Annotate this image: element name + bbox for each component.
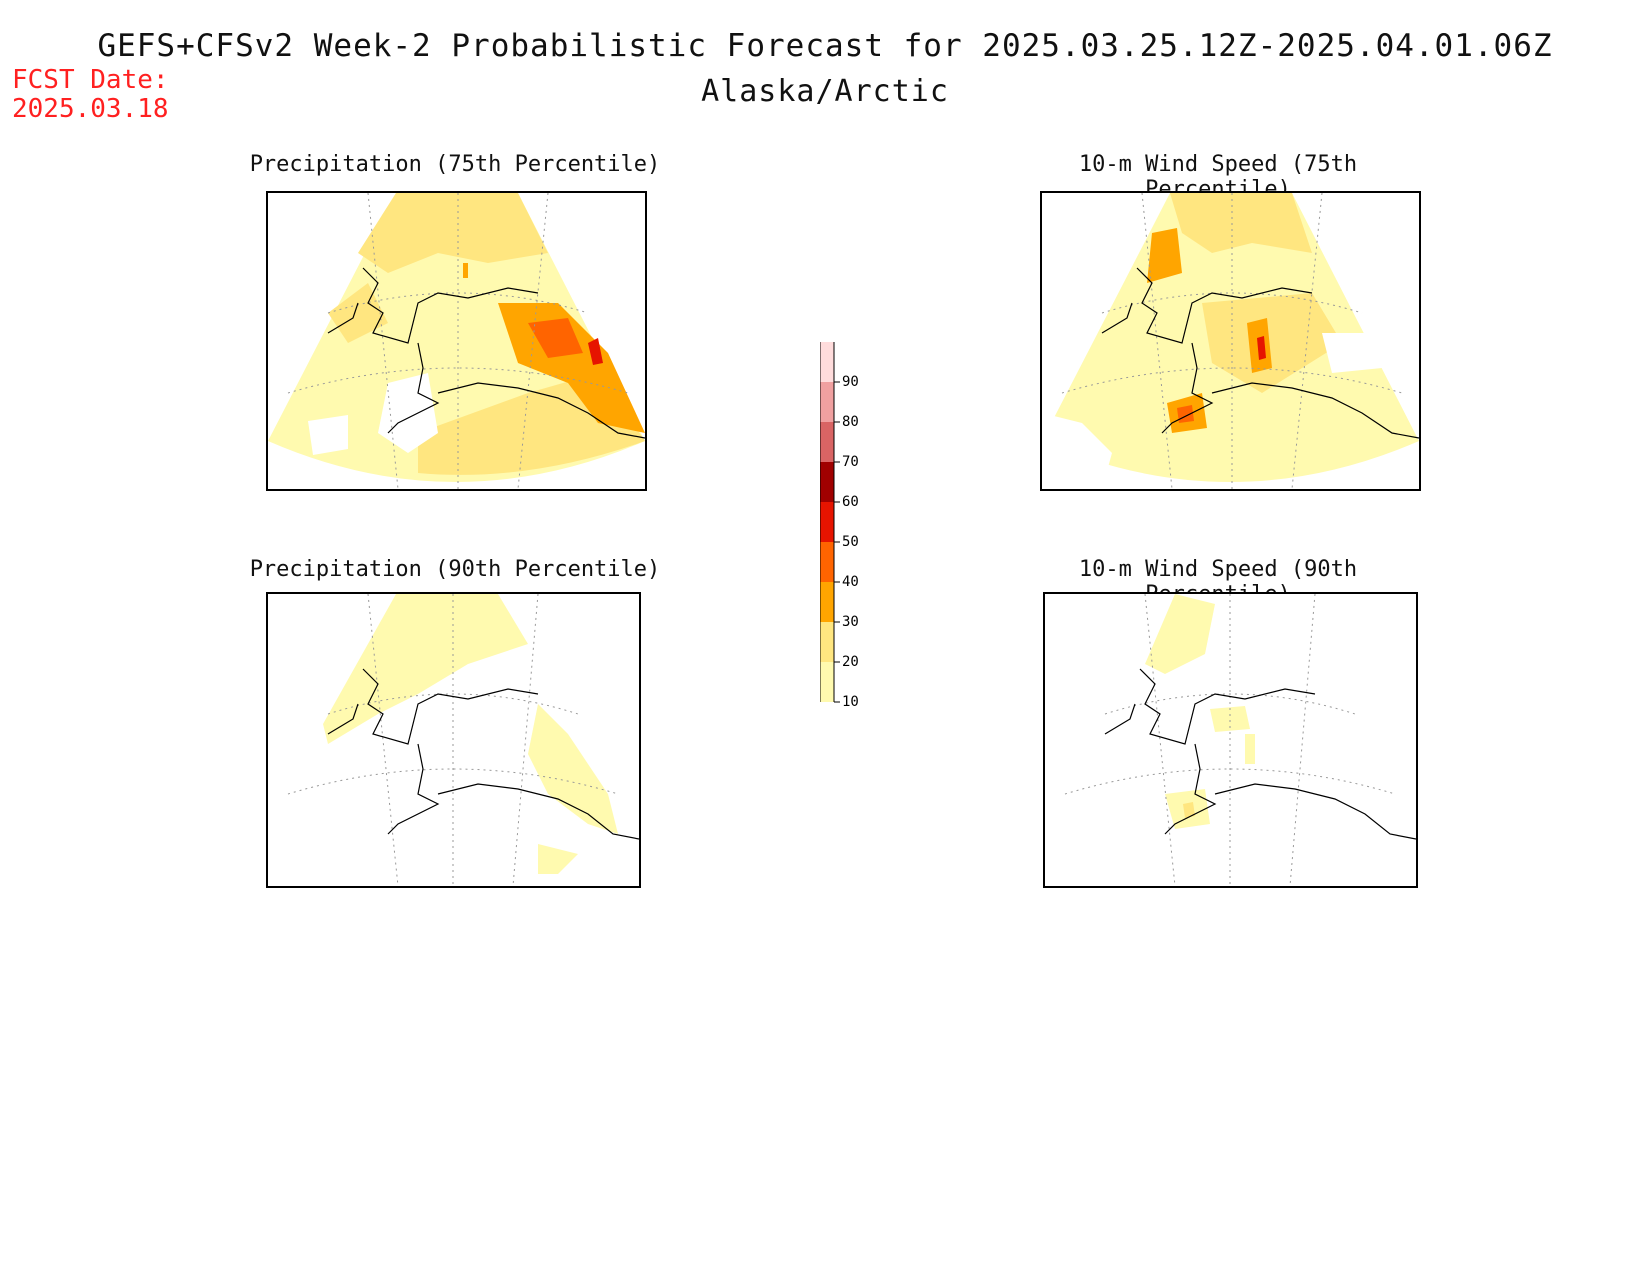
shade-20-30-south (1183, 802, 1195, 818)
colorbar-swatch (820, 582, 834, 622)
colorbar-labels: 10 20 30 40 50 60 70 80 90 (834, 374, 859, 710)
coastline (1104, 668, 1416, 840)
shade-10-20-center (1202, 293, 1342, 393)
shade-10-20-north (323, 594, 528, 744)
colorbar-swatches (820, 342, 835, 702)
colorbar-label: 70 (842, 454, 859, 470)
blank-area-w (308, 415, 348, 455)
colorbar-swatch (820, 462, 834, 502)
forecast-date-label: FCST Date: (12, 65, 169, 95)
graticule (287, 193, 629, 489)
colorbar-swatch (820, 622, 834, 662)
forecast-date-block: FCST Date: 2025.03.18 (12, 66, 169, 124)
page-title: GEFS+CFSv2 Week-2 Probabilistic Forecast… (97, 28, 1553, 64)
shade-20-30-east (498, 303, 645, 433)
blank-area-sw (1042, 413, 1112, 489)
blank-area-e (1322, 333, 1382, 373)
shade-10-20-north (358, 193, 548, 273)
shade-30-40-south (1177, 405, 1194, 423)
map-panel-precip-75 (266, 191, 647, 491)
colorbar-label: 60 (842, 494, 859, 510)
graticule (1061, 193, 1403, 489)
shade-10-20-east (528, 704, 618, 834)
colorbar-swatch (820, 662, 834, 702)
shade-10-20-nw (1145, 594, 1215, 674)
colorbar-swatch (820, 382, 834, 422)
colorbar-swatch (820, 342, 834, 382)
colorbar-label: 20 (842, 654, 859, 670)
shade-10-20-north (1170, 193, 1312, 253)
shade-20-30-spot (463, 263, 468, 278)
shade-40-50-center (1257, 336, 1266, 360)
colorbar-swatch (820, 542, 834, 582)
coastline (1101, 267, 1419, 439)
panel-title-precip-75: Precipitation (75th Percentile) (249, 152, 661, 177)
shade-10-20-spot (1245, 734, 1255, 764)
shade-20-30-nw (1147, 228, 1182, 283)
region-subtitle: Alaska/Arctic (701, 74, 949, 109)
map-precip-90 (287, 594, 639, 886)
map-panel-wind-75 (1040, 191, 1421, 491)
colorbar-label: 90 (842, 374, 859, 390)
panel-title-precip-90: Precipitation (90th Percentile) (249, 557, 661, 582)
map-panel-wind-90 (1043, 592, 1418, 888)
colorbar: 10 20 30 40 50 60 70 80 90 (820, 342, 859, 710)
map-wind-75 (1042, 193, 1419, 489)
forecast-date-value: 2025.03.18 (12, 94, 169, 124)
panel-title-wind-75: 10-m Wind Speed (75th Percentile) (1078, 152, 1358, 202)
shade-40-50-spot (588, 338, 603, 365)
colorbar-swatch (820, 422, 834, 462)
shade-10-20-west (328, 283, 388, 343)
map-precip-75 (268, 193, 645, 489)
colorbar-label: 50 (842, 534, 859, 550)
shade-30-40-core (528, 318, 583, 358)
coastline (327, 267, 645, 439)
map-panel-precip-90 (266, 592, 641, 888)
graticule (1064, 594, 1396, 886)
colorbar-swatch (820, 502, 834, 542)
map-wind-90 (1064, 594, 1416, 886)
colorbar-label: 80 (842, 414, 859, 430)
colorbar-label: 10 (842, 694, 859, 710)
colorbar-label: 40 (842, 574, 859, 590)
shade-10-20-south (538, 844, 578, 874)
coastline (327, 668, 639, 840)
colorbar-outline (820, 342, 835, 702)
colorbar-label: 30 (842, 614, 859, 630)
graticule (287, 594, 619, 886)
blank-area-sw (378, 373, 438, 453)
shade-10-20-center (1210, 706, 1250, 732)
